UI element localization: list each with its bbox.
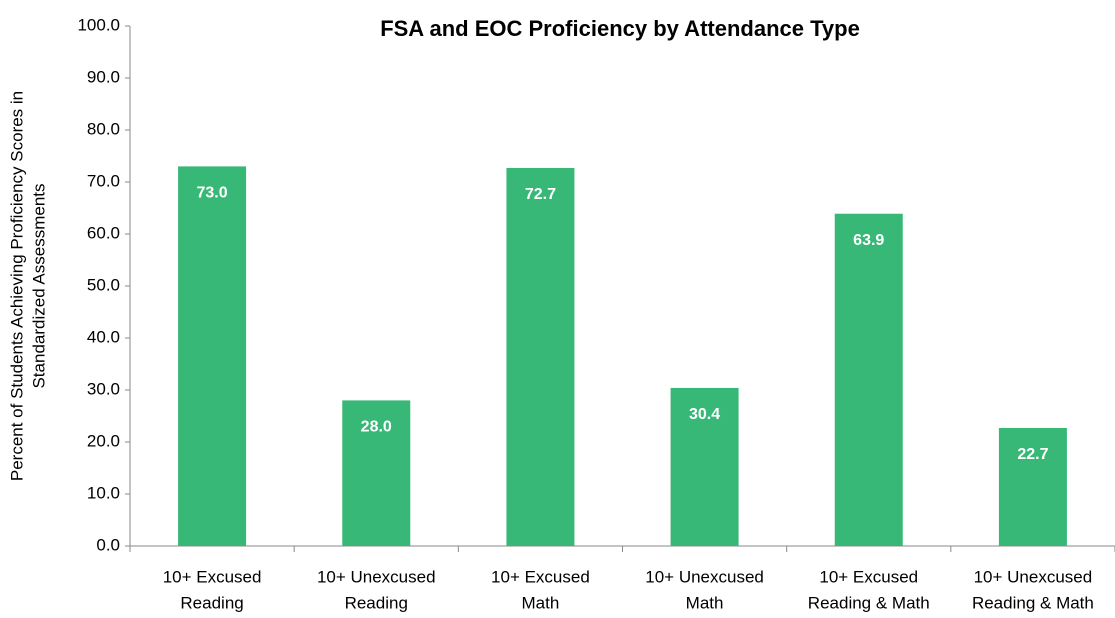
data-label: 63.9 (853, 232, 884, 249)
y-tick-label: 60.0 (87, 223, 120, 242)
x-tick-label: Reading (345, 593, 408, 612)
y-tick-label: 80.0 (87, 119, 120, 138)
x-tick-label: 10+ Excused (819, 567, 918, 586)
x-tick-label: 10+ Unexcused (974, 567, 1093, 586)
chart-title: FSA and EOC Proficiency by Attendance Ty… (380, 16, 860, 41)
y-tick-label: 90.0 (87, 67, 120, 86)
y-tick-label: 50.0 (87, 275, 120, 294)
bar (670, 387, 739, 546)
y-tick-label: 30.0 (87, 379, 120, 398)
data-label: 73.0 (197, 185, 228, 202)
x-tick-label: 10+ Unexcused (317, 567, 436, 586)
y-tick-label: 70.0 (87, 171, 120, 190)
bar (506, 167, 575, 546)
data-label: 28.0 (361, 419, 392, 436)
y-tick-label: 10.0 (87, 483, 120, 502)
bar (834, 213, 903, 546)
x-tick-label: Reading (180, 593, 243, 612)
y-tick-label: 100.0 (77, 15, 120, 34)
y-axis-label: Percent of Students Achieving Proficienc… (7, 91, 26, 481)
data-label: 30.4 (689, 406, 720, 423)
y-tick-label: 40.0 (87, 327, 120, 346)
bar (178, 166, 247, 546)
x-tick-label: Reading & Math (972, 593, 1094, 612)
data-label: 22.7 (1017, 446, 1048, 463)
x-tick-label: Math (522, 593, 560, 612)
data-label: 72.7 (525, 186, 556, 203)
y-axis-label: Standardized Assessments (29, 183, 48, 388)
x-tick-label: Reading & Math (808, 593, 930, 612)
x-tick-label: 10+ Excused (163, 567, 262, 586)
bar (998, 427, 1067, 546)
x-tick-label: 10+ Unexcused (645, 567, 764, 586)
x-tick-label: Math (686, 593, 724, 612)
y-tick-label: 20.0 (87, 431, 120, 450)
y-tick-label: 0.0 (96, 535, 120, 554)
x-tick-label: 10+ Excused (491, 567, 590, 586)
bar (342, 400, 411, 546)
